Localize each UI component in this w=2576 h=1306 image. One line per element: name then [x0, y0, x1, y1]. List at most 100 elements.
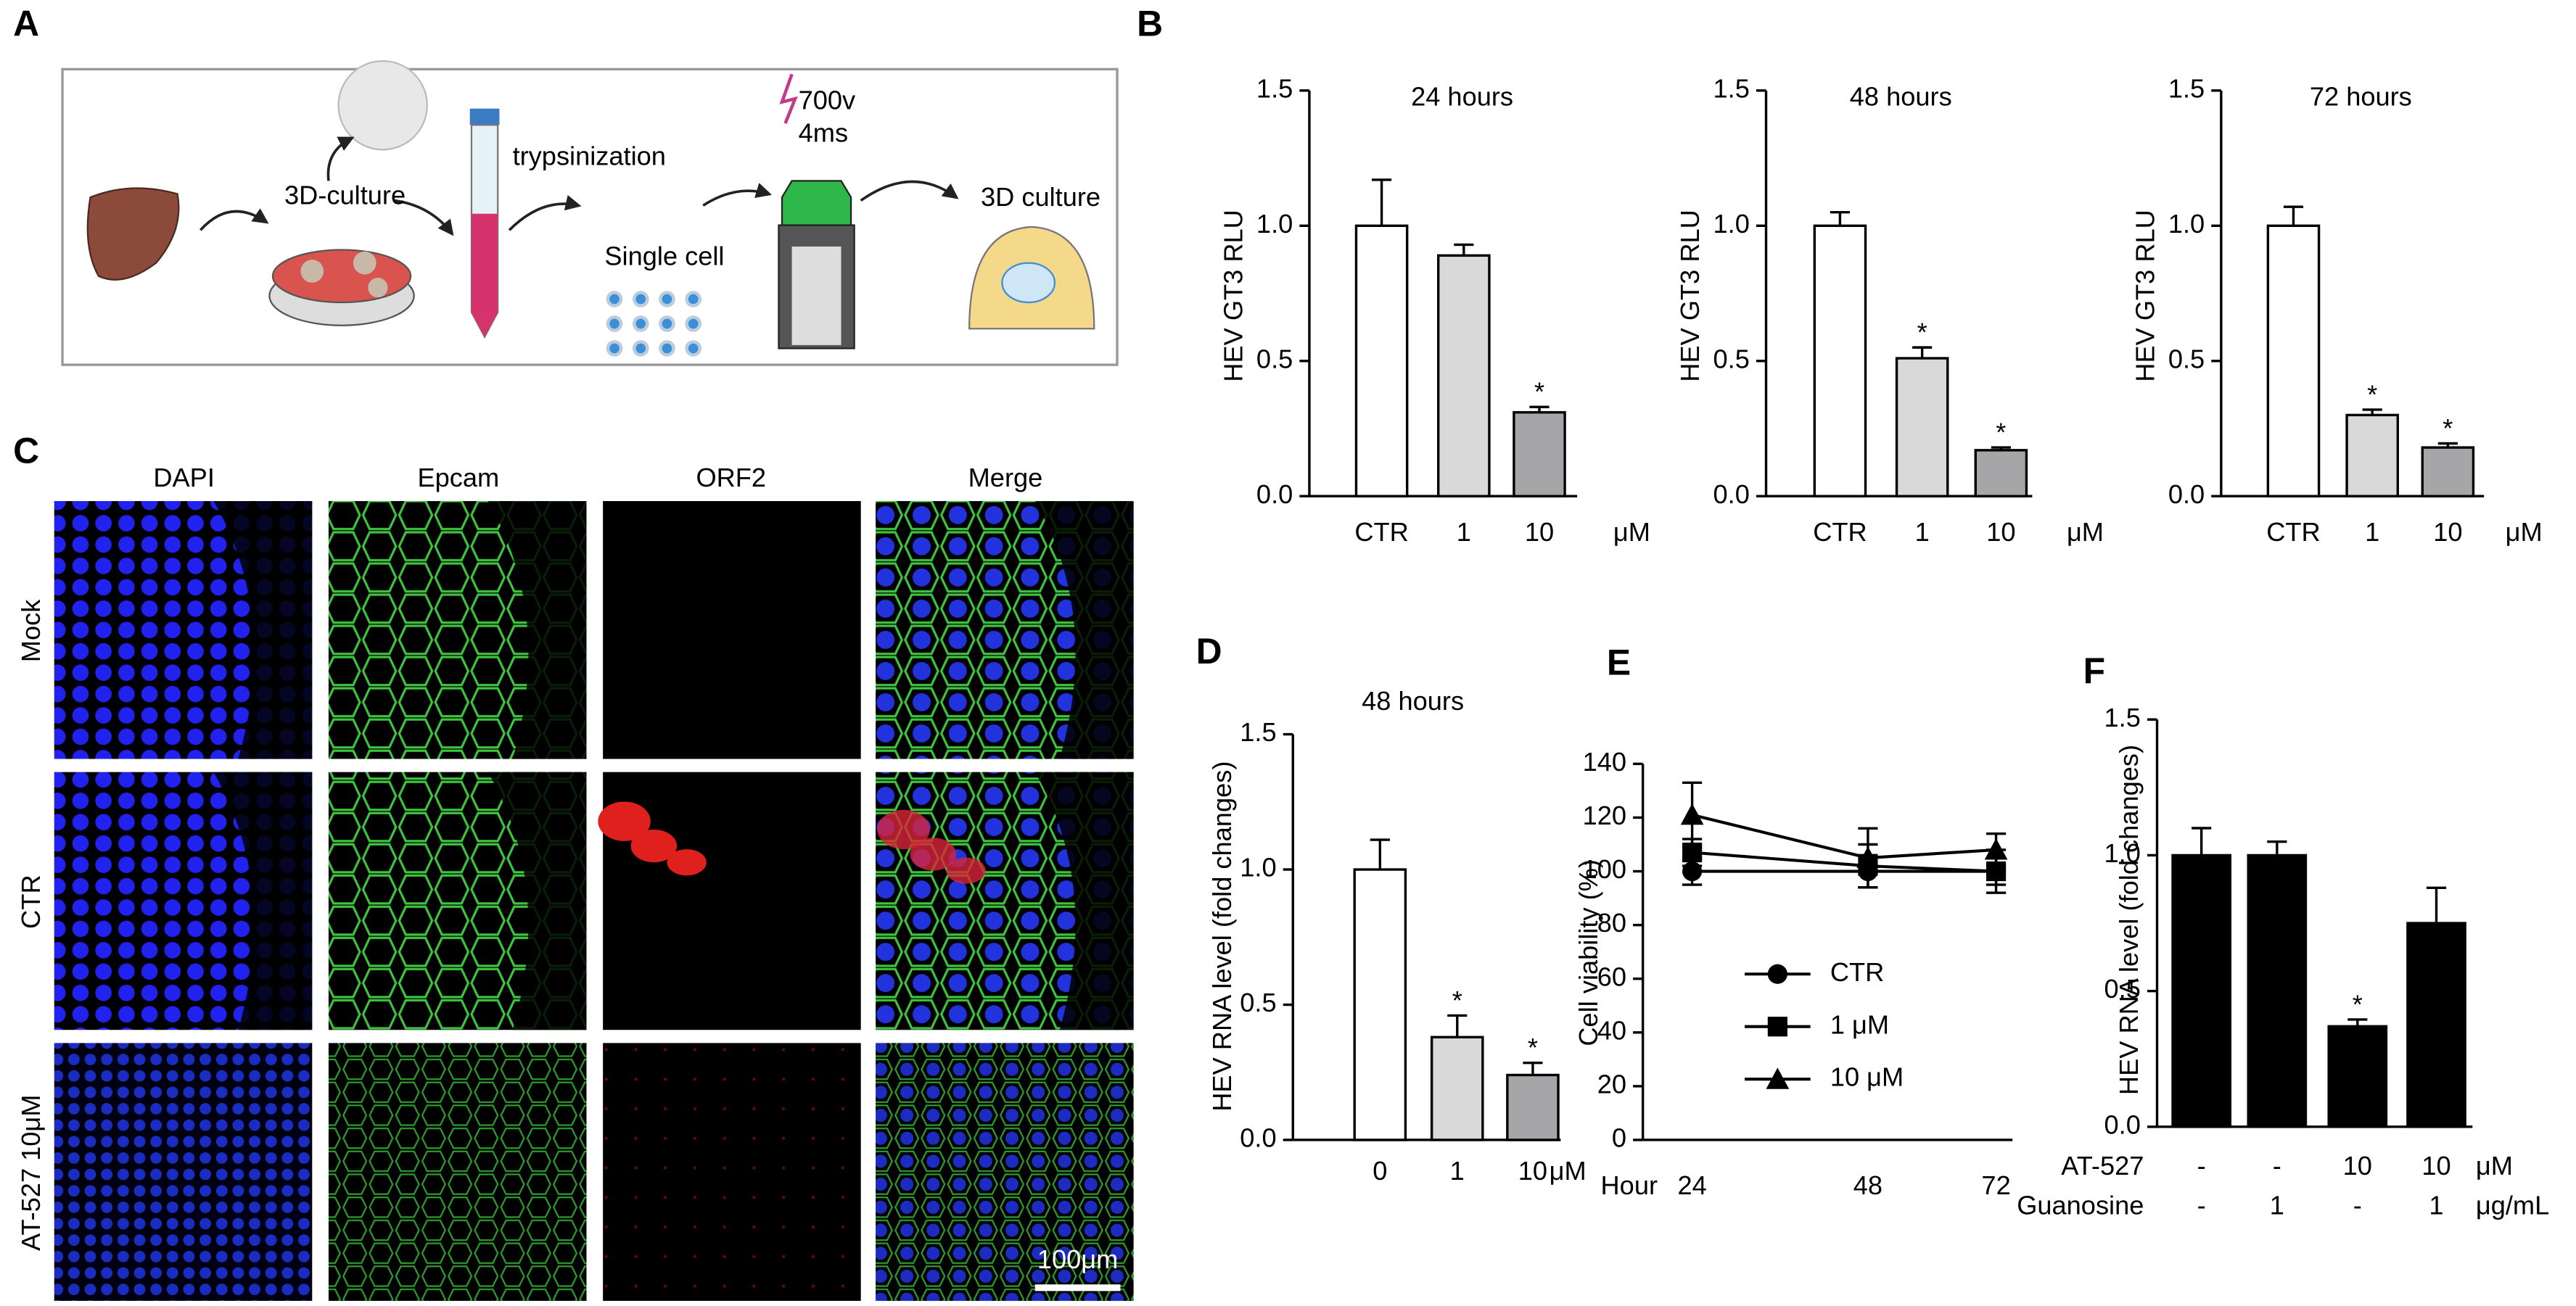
diagram-label: trypsinization — [513, 141, 666, 170]
significance-mark: * — [1452, 985, 1462, 1015]
row-value: 10 — [2343, 1151, 2372, 1181]
tube-cap — [469, 108, 500, 125]
significance-mark: * — [1534, 377, 1544, 407]
bar — [1813, 224, 1867, 497]
significance-mark: * — [1996, 418, 2006, 447]
cuvette-well — [791, 246, 841, 345]
y-tick-label: 0.5 — [2104, 974, 2141, 1004]
orf2-signal — [667, 849, 707, 876]
x-tick-label: 1 — [1450, 1156, 1465, 1186]
y-tick-label: 1.0 — [1713, 209, 1750, 239]
x-tick-label: 10 — [1986, 517, 2015, 547]
micrograph-grid: DAPI Epcam ORF2 Merge Mock CTR AT-527 10… — [16, 463, 1134, 1301]
workflow-diagram: 3D-culture trypsinization Single cell 70… — [61, 59, 1119, 366]
legend-marker — [1767, 1017, 1787, 1037]
y-tick-label: 1.5 — [2104, 703, 2141, 732]
row-value: 1 — [2270, 1190, 2284, 1220]
y-tick-label: 0.0 — [2168, 479, 2205, 509]
panel-label: C — [13, 430, 39, 471]
panel-label: E — [1607, 642, 1631, 683]
organoid-icon — [300, 260, 324, 283]
y-tick-label: 100 — [1583, 854, 1626, 884]
bar — [2266, 224, 2321, 497]
orf2-signal — [910, 838, 957, 871]
point — [1680, 803, 1704, 825]
bar — [2247, 854, 2308, 1128]
y-tick-label: 0.5 — [1713, 344, 1750, 373]
micrograph — [876, 1043, 1134, 1301]
cuvette-cap — [781, 180, 852, 226]
y-tick-label: 1.0 — [1240, 853, 1276, 883]
panel-label: D — [1196, 631, 1222, 671]
diagram-label: 3D-culture — [284, 181, 406, 210]
y-axis-label: HEV GT3 RLU — [2130, 210, 2160, 381]
y-tick-label: 0.0 — [1240, 1123, 1276, 1153]
y-tick-label: 20 — [1597, 1069, 1626, 1099]
row-label: Guanosine — [2017, 1190, 2144, 1220]
row-value: 10 — [2421, 1151, 2451, 1181]
liver-icon — [86, 187, 180, 281]
y-tick-label: 1.5 — [2168, 73, 2205, 103]
y-tick-label: 0.0 — [1256, 479, 1293, 509]
x-tick-label: 72 — [1981, 1170, 2010, 1200]
row-value: - — [2273, 1151, 2281, 1181]
row-value: 1 — [2429, 1190, 2443, 1220]
bar — [1506, 1073, 1560, 1141]
bar — [1437, 254, 1491, 497]
point — [1984, 838, 2008, 860]
x-tick-label: CTR — [2266, 517, 2320, 547]
point — [1856, 846, 1880, 868]
y-tick-label: 0.5 — [1256, 344, 1293, 373]
panel-label: B — [1137, 4, 1163, 44]
x-tick-label: 24 — [1677, 1170, 1706, 1200]
y-tick-label: 0.5 — [2168, 344, 2205, 373]
arrow — [702, 183, 773, 207]
series-line — [1692, 813, 1996, 860]
row-label: CTR — [16, 875, 46, 928]
organoid-icon — [1001, 262, 1056, 304]
x-tick-label: 10 — [1525, 517, 1554, 547]
x-tick-label: CTR — [1813, 517, 1867, 547]
bar — [2345, 413, 2399, 497]
x-tick-label: 1 — [2365, 517, 2379, 547]
row-unit: μg/mL — [2476, 1190, 2549, 1220]
series-line — [1692, 851, 1996, 873]
column-header: Epcam — [417, 463, 499, 492]
column-header: ORF2 — [696, 463, 766, 492]
diagram-label: 4ms — [799, 118, 848, 148]
diagram-label: 700v — [799, 85, 856, 115]
y-tick-label: 0 — [1612, 1123, 1626, 1153]
y-tick-label: 1.5 — [1713, 73, 1750, 103]
column-header: DAPI — [153, 463, 215, 492]
x-tick-label: 0 — [1373, 1156, 1387, 1186]
y-tick-label: 0.5 — [1240, 988, 1276, 1017]
y-tick-label: 140 — [1583, 747, 1626, 777]
row-value: - — [2197, 1190, 2206, 1220]
tube-liquid — [471, 213, 498, 337]
bar — [1513, 410, 1566, 497]
organoid-icon — [353, 251, 376, 275]
y-tick-label: 80 — [1597, 908, 1626, 938]
diagram-label: 3D culture — [981, 182, 1100, 212]
micrograph — [54, 1043, 313, 1301]
x-tick-label: 1 — [1915, 517, 1930, 547]
arrow — [326, 136, 355, 181]
bar — [2327, 1025, 2388, 1128]
micrograph-shade — [1034, 772, 1134, 1030]
x-tick-label: CTR — [1354, 517, 1408, 547]
x-axis-label: Hour — [1601, 1170, 1658, 1200]
legend-label: 10 μM — [1830, 1062, 1904, 1092]
row-value: - — [2353, 1190, 2362, 1220]
row-label: AT-527 10μM — [16, 1095, 46, 1251]
unit-label: μM — [2067, 517, 2104, 547]
lightning-icon — [779, 73, 798, 124]
y-axis-label: HEV RNA level (fold changes) — [2114, 745, 2144, 1095]
column-header: Merge — [968, 463, 1043, 492]
y-tick-label: 1.0 — [2168, 209, 2205, 239]
sphere-image — [337, 59, 428, 151]
significance-mark: * — [2367, 379, 2377, 409]
scale-bar-label: 100μm — [1037, 1244, 1118, 1274]
dish-medium — [271, 249, 412, 304]
x-tick-label: 10 — [2433, 517, 2462, 547]
unit-label: μM — [1613, 517, 1650, 547]
